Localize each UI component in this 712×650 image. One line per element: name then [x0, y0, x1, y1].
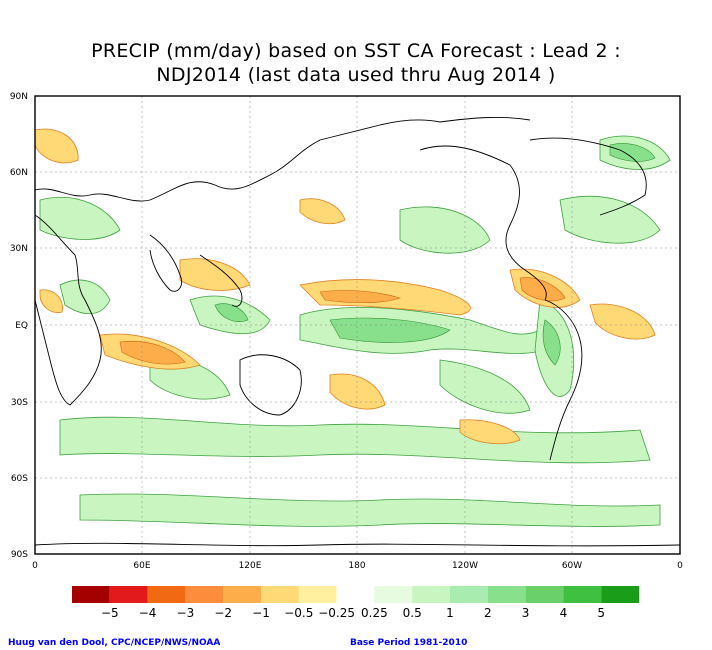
- lon-label-120e: 120E: [239, 561, 262, 571]
- coastlines: [34, 116, 681, 547]
- southern-ocean-wet-band: [59, 416, 651, 464]
- colorbar-swatch: [261, 586, 299, 603]
- map-frame: [34, 95, 681, 555]
- colorbar-swatch: [601, 586, 639, 603]
- colorbar-label: −3: [177, 606, 195, 620]
- colorbar-label: −2: [214, 606, 232, 620]
- southeast-pacific-dry: [459, 419, 521, 445]
- lon-label-0-right: 0: [677, 561, 683, 571]
- colorbar-label: −4: [139, 606, 157, 620]
- australia-coast: [239, 354, 302, 416]
- latitude-labels: 90N 60N 30N EQ 30S 60S 90S: [10, 92, 28, 560]
- pacific-wet-core: [329, 317, 451, 343]
- subantarctic-wet-band: [79, 493, 661, 527]
- colorbar-label: 0.5: [403, 606, 422, 620]
- greenland-canada-coast: [529, 137, 647, 216]
- southeast-asia-coast: [199, 254, 243, 307]
- colorbar-swatch: [487, 586, 526, 603]
- lat-label-30n: 30N: [10, 244, 28, 254]
- colorbar-swatch: [563, 586, 602, 603]
- north-pacific-dry-small: [299, 198, 346, 225]
- africa-coast: [34, 214, 102, 406]
- south-asia-dry: [179, 258, 251, 291]
- colorbar-swatch: [223, 586, 261, 603]
- colorbar-swatch: [374, 586, 413, 603]
- colorbar-label: 4: [560, 606, 568, 620]
- atlantic-dry: [589, 303, 656, 340]
- amazon-wet-core: [542, 319, 561, 366]
- colorbar-swatch: [72, 586, 110, 603]
- negative-anomaly-cores: [119, 277, 566, 365]
- colorbar-swatch: [336, 586, 375, 603]
- lon-label-180: 180: [348, 561, 365, 571]
- colorbar-swatch: [109, 586, 148, 603]
- colorbar-label: 1: [446, 606, 454, 620]
- colorbar-label: 5: [597, 606, 605, 620]
- eurasia-wet-1: [39, 196, 121, 240]
- gulf-dry-core: [519, 277, 566, 302]
- indian-dry-core: [119, 340, 186, 365]
- maritime-wet-core: [214, 303, 249, 322]
- arctic-wet-core: [609, 143, 656, 162]
- credit-text: Huug van den Dool, CPC/NCEP/NWS/NOAA: [8, 638, 221, 648]
- lon-label-120w: 120W: [452, 561, 478, 571]
- lat-label-90s: 90S: [11, 550, 28, 560]
- lat-label-eq: EQ: [15, 321, 28, 331]
- lat-label-60s: 60S: [11, 474, 28, 484]
- lon-label-0-left: 0: [32, 561, 38, 571]
- colorbar-label: 0.25: [361, 606, 388, 620]
- colorbar-swatch: [298, 586, 337, 603]
- eurasia-north-coast: [34, 116, 531, 202]
- colorbar-label: −0.25: [318, 606, 355, 620]
- pacific-dry-core: [319, 290, 401, 304]
- colorbar-swatch: [525, 586, 564, 603]
- europe-dry: [34, 128, 79, 164]
- base-period-text: Base Period 1981-2010: [350, 638, 468, 648]
- graticule: [35, 96, 680, 554]
- north-pacific-wet: [399, 206, 491, 254]
- colorbar-label: 3: [522, 606, 530, 620]
- india-coast: [149, 234, 183, 292]
- lat-label-60n: 60N: [10, 168, 28, 178]
- colorbar-label: −5: [101, 606, 119, 620]
- lat-label-90n: 90N: [10, 92, 28, 102]
- lon-label-60e: 60E: [133, 561, 150, 571]
- longitude-labels: 0 60E 120E 180 120W 60W 0: [32, 561, 683, 571]
- colorbar-label: 2: [484, 606, 492, 620]
- south-america-coast: [544, 299, 583, 461]
- atlantic-wet: [59, 279, 111, 315]
- colorbar-label: −1: [252, 606, 270, 620]
- colorbar-label: −0.5: [284, 606, 313, 620]
- colorbar-swatch: [412, 586, 450, 603]
- west-africa-dry: [39, 289, 63, 313]
- south-pacific-wet: [439, 359, 531, 414]
- colorbar-swatch: [147, 586, 186, 603]
- lon-label-60w: 60W: [562, 561, 582, 571]
- colorbar-swatch: [450, 586, 488, 603]
- anomaly-fields: [34, 128, 671, 527]
- south-pacific-dry: [329, 373, 386, 410]
- map-title-line-2: NDJ2014 (last data used thru Aug 2014 ): [156, 64, 556, 86]
- north-america-wet: [559, 195, 661, 244]
- map-title-line-1: PRECIP (mm/day) based on SST CA Forecast…: [91, 40, 621, 62]
- antarctica-coast: [34, 542, 681, 547]
- north-america-west-coast: [419, 145, 547, 301]
- colorbar: −5 −4 −3 −2 −1 −0.5 −0.25 0.25 0.5 1 2 3 4 5: [72, 586, 639, 620]
- positive-anomaly-cores: [214, 143, 656, 366]
- colorbar-swatch: [185, 586, 224, 603]
- lat-label-30s: 30S: [11, 398, 28, 408]
